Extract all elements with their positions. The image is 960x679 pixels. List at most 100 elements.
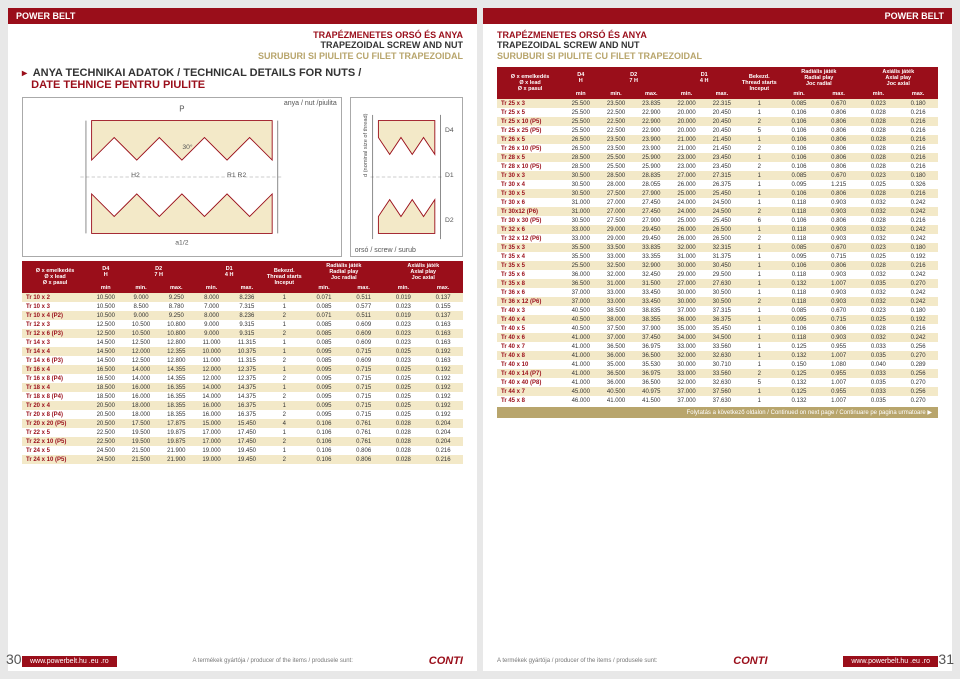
table-cell: Tr 40 x 7 [497, 342, 563, 351]
table-cell: 25.500 [563, 108, 598, 117]
table-cell: Tr 25 x 25 (P5) [497, 126, 563, 135]
table-cell: 9.315 [229, 320, 264, 329]
table-cell: 20.000 [669, 126, 704, 135]
table-cell: 0.806 [819, 108, 859, 117]
table-cell: 0.609 [344, 320, 384, 329]
table-cell: 0.106 [779, 108, 819, 117]
table-cell: 0.132 [779, 351, 819, 360]
table-cell: 0.806 [819, 126, 859, 135]
table-cell: 15.450 [229, 419, 264, 428]
table-cell: Tr 16 x 4 [22, 365, 88, 374]
table-cell: Tr 14 x 6 (P3) [22, 356, 88, 365]
table-row: Tr 35 x 525.50032.50032.90030.00030.4501… [497, 261, 938, 270]
table-cell: Tr 30 x 6 [497, 198, 563, 207]
table-cell: 33.835 [634, 243, 669, 252]
table-cell: Tr 40 x 40 (P8) [497, 378, 563, 387]
table-cell: 0.025 [384, 347, 424, 356]
table-cell: 20.500 [88, 401, 123, 410]
table-cell: Tr 18 x 8 (P4) [22, 392, 88, 401]
table-cell: 20.000 [669, 108, 704, 117]
table-cell: 38.000 [598, 315, 633, 324]
table-cell: 22.500 [598, 126, 633, 135]
table-cell: Tr 20 x 8 (P4) [22, 410, 88, 419]
table-cell: 0.216 [898, 144, 938, 153]
table-cell: 0.118 [779, 234, 819, 243]
table-cell: Tr 32 x 6 [497, 225, 563, 234]
table-cell: 28.500 [563, 153, 598, 162]
table-cell: 40.500 [563, 315, 598, 324]
table-cell: 33.355 [634, 252, 669, 261]
table-cell: 0.192 [898, 315, 938, 324]
table-cell: 0.216 [898, 126, 938, 135]
table-cell: Tr 25 x 10 (P5) [497, 117, 563, 126]
table-cell: 2 [264, 311, 304, 320]
table-cell: 0.806 [819, 162, 859, 171]
table-cell: 33.450 [634, 297, 669, 306]
table-cell: 0.511 [344, 311, 384, 320]
table-cell: 27.315 [704, 171, 739, 180]
table-cell: 0.028 [859, 153, 899, 162]
table-cell: 25.500 [598, 153, 633, 162]
table-cell: 31.000 [563, 198, 598, 207]
table-cell: 16.375 [229, 410, 264, 419]
table-cell: 0.028 [859, 108, 899, 117]
table-cell: Tr 40 x 6 [497, 333, 563, 342]
table-cell: 2 [739, 207, 779, 216]
table-cell: 9.000 [194, 329, 229, 338]
footer-left: www.powerbelt.hu .eu .ro A termékek gyár… [22, 655, 463, 667]
table-cell: Tr 36 x 12 (P6) [497, 297, 563, 306]
table-cell: 0.028 [859, 144, 899, 153]
table-cell: 0.806 [344, 446, 384, 455]
table-row: Tr 40 x 40 (P8)41.00036.00036.50032.0003… [497, 378, 938, 387]
table-cell: 0.670 [819, 306, 859, 315]
table-cell: Tr 12 x 6 (P3) [22, 329, 88, 338]
col-radial: Radiális játék Radial play Joc radial [304, 261, 383, 283]
table-cell: 0.192 [898, 252, 938, 261]
table-cell: 10.500 [88, 293, 123, 302]
table-cell: 25.000 [669, 189, 704, 198]
table-cell: 19.875 [159, 437, 194, 446]
nut-label: anya / nut /piulita [284, 100, 337, 107]
table-cell: 30.500 [704, 288, 739, 297]
table-cell: 37.000 [563, 297, 598, 306]
table-cell: 30.500 [563, 171, 598, 180]
table-cell: 9.250 [159, 311, 194, 320]
table-cell: 16.500 [88, 374, 123, 383]
table-cell: 0.025 [384, 383, 424, 392]
table-cell: 0.761 [344, 437, 384, 446]
table-cell: 0.019 [384, 293, 424, 302]
table-cell: 0.270 [898, 351, 938, 360]
table-cell: 35.000 [669, 324, 704, 333]
table-cell: 33.000 [563, 225, 598, 234]
table-cell: 0.216 [898, 153, 938, 162]
table-cell: 14.000 [194, 392, 229, 401]
table-cell: 21.500 [123, 455, 158, 464]
table-row: Tr 40 x 440.50038.00038.35536.00036.3751… [497, 315, 938, 324]
table-cell: 0.609 [344, 356, 384, 365]
table-cell: 17.450 [229, 428, 264, 437]
table-cell: 0.028 [859, 126, 899, 135]
table-cell: Tr 10 x 2 [22, 293, 88, 302]
table-cell: 0.216 [898, 117, 938, 126]
table-row: Tr 26 x 526.50023.50023.90021.00021.4501… [497, 135, 938, 144]
table-cell: 8.500 [123, 302, 158, 311]
table-cell: 12.800 [159, 338, 194, 347]
table-cell: 37.500 [598, 324, 633, 333]
table-cell: 36.000 [598, 351, 633, 360]
table-cell: 1 [739, 306, 779, 315]
page-left: POWER BELT TRAPÉZMENETES ORSÓ ÉS ANYA TR… [8, 8, 477, 671]
table-cell: Tr 20 x 20 (P5) [22, 419, 88, 428]
table-cell: 16.000 [123, 383, 158, 392]
table-cell: Tr 35 x 4 [497, 252, 563, 261]
table-cell: 0.095 [779, 180, 819, 189]
table-cell: 19.450 [229, 455, 264, 464]
table-cell: 16.000 [123, 392, 158, 401]
table-cell: 2 [739, 297, 779, 306]
table-cell: 27.900 [634, 216, 669, 225]
table-cell: 36.000 [669, 315, 704, 324]
table-cell: 1 [739, 198, 779, 207]
table-cell: 36.000 [563, 270, 598, 279]
table-cell: 32.500 [598, 261, 633, 270]
table-cell: 1 [739, 360, 779, 369]
table-cell: 0.192 [423, 374, 463, 383]
